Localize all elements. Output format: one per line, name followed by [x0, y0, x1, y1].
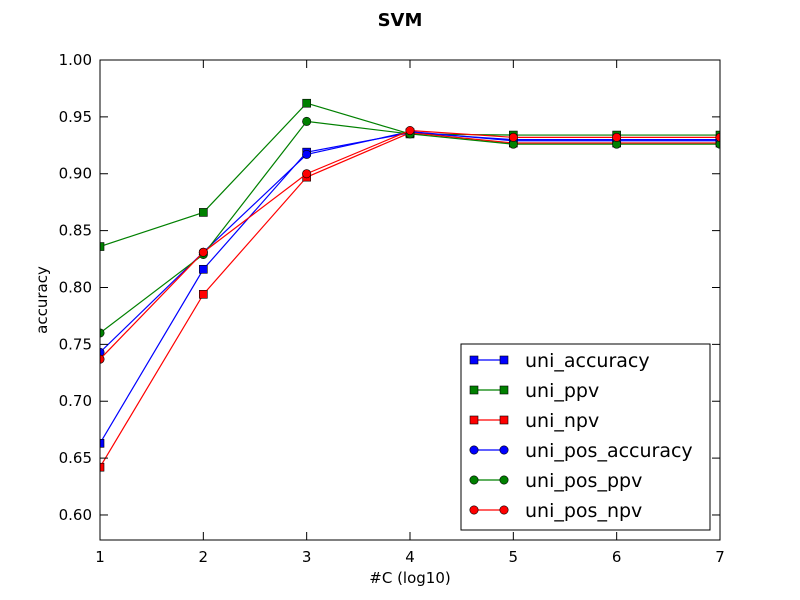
legend-marker-left	[469, 355, 479, 365]
y-tick-label: 0.85	[59, 222, 92, 240]
legend-item-uni_pos_ppv: uni_pos_ppv	[469, 470, 642, 492]
series-line-uni_pos_accuracy	[100, 131, 720, 353]
legend-box	[460, 343, 711, 531]
legend-item-uni_pos_npv: uni_pos_npv	[469, 500, 642, 522]
legend-item-uni_pos_accuracy: uni_pos_accuracy	[469, 440, 693, 462]
series-line-uni_pos_npv	[100, 129, 720, 360]
x-tick-label: 2	[199, 548, 209, 566]
legend-item-uni_accuracy: uni_accuracy	[469, 350, 650, 372]
legend-marker-right	[499, 385, 509, 395]
legend-marker-left	[469, 445, 479, 455]
legend-label: uni_ppv	[525, 380, 599, 402]
series-uni_pos_npv	[100, 126, 720, 364]
data-point-uni_pos_npv-5	[508, 132, 518, 142]
legend-marker-right	[499, 445, 509, 455]
legend-marker-right	[499, 475, 509, 485]
legend-marker-right	[499, 355, 509, 365]
y-tick-label: 1.00	[59, 51, 92, 69]
data-point-uni_npv-2	[199, 290, 208, 299]
series-uni_pos_ppv	[100, 116, 720, 338]
data-point-uni_ppv-2	[199, 208, 208, 217]
legend-label: uni_pos_accuracy	[525, 440, 693, 462]
series-uni_pos_accuracy	[100, 127, 720, 357]
x-tick-label: 3	[302, 548, 312, 566]
x-tick-label: 4	[405, 548, 415, 566]
data-point-uni_pos_npv-6	[612, 132, 622, 142]
y-axis-ticks: 0.60 0.65 0.70 0.75 0.80 0.85 0.90 0.95 1.00	[59, 51, 720, 524]
data-point-uni_pos_npv-4	[405, 126, 415, 136]
y-tick-label: 0.90	[59, 165, 92, 183]
y-tick-label: 0.70	[59, 392, 92, 410]
y-tick-label: 0.95	[59, 108, 92, 126]
data-point-uni_accuracy-1	[100, 439, 105, 448]
legend-label: uni_accuracy	[525, 350, 650, 372]
data-point-uni_pos_npv-3	[302, 169, 312, 179]
data-point-uni_pos_ppv-3	[302, 116, 312, 126]
data-point-uni_ppv-1	[100, 242, 105, 251]
legend-marker-left	[469, 385, 479, 395]
x-tick-label: 1	[95, 548, 105, 566]
series-uni_ppv	[100, 98, 720, 251]
legend-label: uni_pos_npv	[525, 500, 642, 522]
x-tick-label: 5	[509, 548, 519, 566]
y-axis-label: accuracy	[33, 266, 51, 334]
y-tick-label: 0.65	[59, 449, 92, 467]
legend-marker-left	[469, 475, 479, 485]
y-tick-label: 0.60	[59, 506, 92, 524]
legend-item-uni_npv: uni_npv	[469, 410, 599, 432]
legend-marker-left	[469, 505, 479, 515]
legend-marker-left	[469, 415, 479, 425]
x-tick-label: 7	[715, 548, 725, 566]
legend-label: uni_pos_ppv	[525, 470, 642, 492]
data-point-uni_pos_npv-2	[198, 247, 208, 257]
series-line-uni_pos_ppv	[100, 120, 720, 334]
x-axis-ticks: 1 2 3 4 5 6 7	[95, 60, 725, 566]
legend-marker-right	[499, 415, 509, 425]
chart-title: SVM	[378, 10, 423, 31]
legend-marker-right	[499, 505, 509, 515]
x-axis-label: #C (log10)	[369, 569, 450, 587]
series-line-uni_ppv	[100, 102, 720, 248]
y-tick-label: 0.80	[59, 278, 92, 296]
data-point-uni_accuracy-2	[199, 264, 208, 274]
legend-item-uni_ppv: uni_ppv	[469, 380, 599, 402]
data-point-uni_pos_accuracy-3	[302, 149, 312, 159]
y-tick-label: 0.75	[59, 335, 92, 353]
legend: uni_accuracy uni_ppv uni_npv uni_pos_accura…	[460, 343, 711, 531]
data-point-uni_npv-1	[100, 462, 105, 472]
x-tick-label: 6	[612, 548, 622, 566]
plot-area	[100, 98, 720, 472]
data-point-uni_ppv-3	[302, 98, 311, 108]
legend-label: uni_npv	[525, 410, 599, 432]
